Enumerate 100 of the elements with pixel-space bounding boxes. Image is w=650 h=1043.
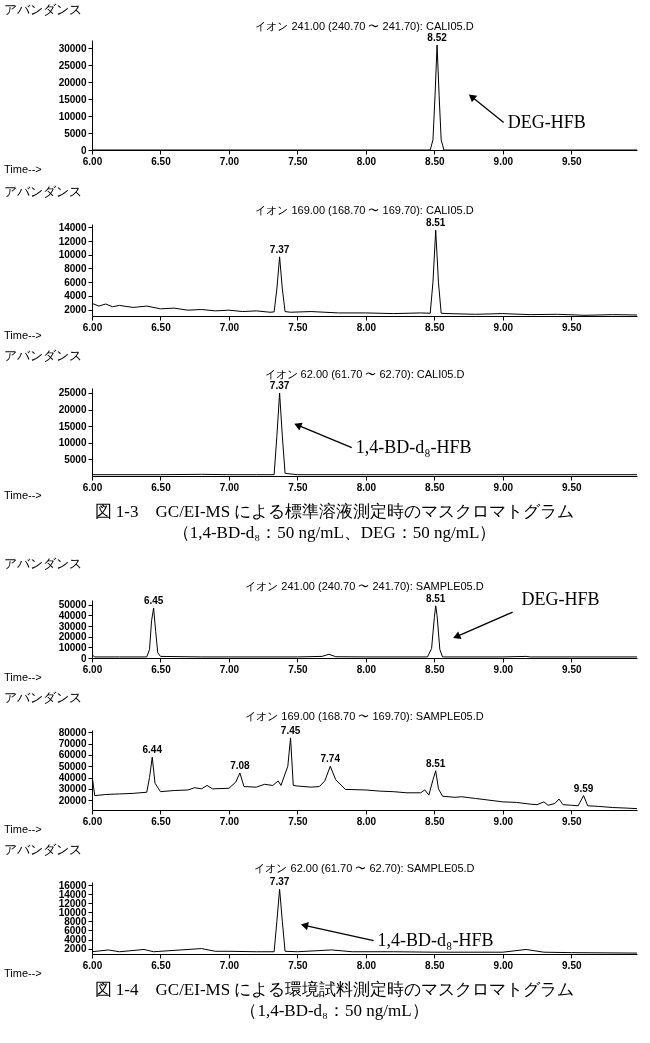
chart-title: イオン 169.00 (168.70 〜 169.70): CALI05.D — [255, 204, 474, 216]
text: （1,4-BD-d₈：50 ng/mL、DEG：50 ng/mL） — [172, 523, 497, 542]
y-tick-label: 40000 — [58, 772, 87, 784]
x-tick-label: 7.00 — [219, 155, 240, 167]
x-tick-label: 8.00 — [356, 959, 377, 971]
x-tick-label: 9.00 — [493, 155, 514, 167]
x-tick-label: 7.50 — [288, 663, 309, 675]
x-tick-label: 7.00 — [219, 815, 240, 827]
y-tick-label: 0 — [80, 652, 87, 664]
y-tick-label: 40000 — [58, 609, 87, 621]
annotation: 8.52 — [427, 32, 448, 44]
annotation: 7.45 — [280, 724, 301, 736]
y-tick-label: 80000 — [58, 726, 87, 738]
y-tick-label: 14000 — [58, 888, 87, 900]
x-tick-label: 7.50 — [288, 959, 309, 971]
y-tick-label: 6000 — [64, 276, 87, 288]
y-axis-title: アバンダンス — [4, 348, 82, 363]
y-tick-label: 15000 — [58, 93, 87, 105]
x-tick-label: 6.50 — [151, 959, 172, 971]
y-tick-label: 4000 — [64, 934, 87, 946]
chart-title: イオン 62.00 (61.70 〜 62.70): CALI05.D — [264, 368, 465, 380]
y-tick-label: 25000 — [58, 387, 87, 399]
x-tick-label: 6.50 — [151, 155, 172, 167]
x-tick-label: 7.00 — [219, 321, 240, 333]
y-axis-title: アバンダンス — [4, 556, 82, 571]
text: （1,4-BD-d₈：50 ng/mL） — [240, 1001, 429, 1020]
x-tick-label: 9.00 — [493, 481, 514, 493]
annotation: 1,4-BD-d₈-HFB — [377, 929, 494, 950]
x-tick-label: 8.50 — [425, 155, 445, 167]
x-tick-label: 6.50 — [151, 663, 172, 675]
x-tick-label: 6.00 — [82, 321, 103, 333]
y-tick-label: 14000 — [58, 221, 87, 233]
x-tick-label: 8.50 — [425, 481, 445, 493]
y-tick-label: 10000 — [58, 641, 87, 653]
y-tick-label: 2000 — [64, 304, 87, 315]
y-tick-label: 6000 — [64, 924, 87, 936]
y-axis-title: アバンダンス — [4, 2, 82, 17]
y-tick-label: 25000 — [58, 59, 87, 71]
x-tick-label: 9.50 — [562, 155, 582, 167]
y-tick-label: 15000 — [58, 420, 87, 432]
y-tick-label: 30000 — [58, 42, 87, 54]
x-tick-label: 8.50 — [425, 663, 445, 675]
y-tick-label: 10000 — [58, 249, 87, 261]
annotation: 8.51 — [425, 757, 446, 769]
x-tick-label: 8.00 — [356, 815, 377, 827]
x-axis-title: Time--> — [4, 823, 42, 835]
x-tick-label: 9.50 — [562, 959, 582, 971]
x-tick-label: 8.00 — [356, 321, 377, 333]
annotation: 9.59 — [573, 782, 594, 794]
x-tick-label: 9.00 — [493, 663, 514, 675]
x-tick-label: 8.50 — [425, 321, 445, 333]
y-tick-label: 60000 — [58, 749, 87, 761]
x-tick-label: 7.00 — [219, 481, 240, 493]
x-tick-label: 9.00 — [493, 815, 514, 827]
chart-title: イオン 241.00 (240.70 〜 241.70): CALI05.D — [255, 20, 474, 32]
x-tick-label: 8.50 — [425, 815, 445, 827]
y-tick-label: 12000 — [58, 235, 87, 247]
x-axis-title: Time--> — [4, 671, 42, 683]
x-tick-label: 9.00 — [493, 321, 514, 333]
x-tick-label: 8.00 — [356, 155, 377, 167]
x-tick-label: 8.00 — [356, 481, 377, 493]
annotation: 1,4-BD-d₈-HFB — [355, 436, 472, 457]
x-axis-title: Time--> — [4, 489, 42, 501]
y-tick-label: 0 — [80, 144, 87, 156]
y-tick-label: 30000 — [58, 620, 87, 632]
x-axis-title: Time--> — [4, 163, 42, 175]
annotation: 6.45 — [143, 594, 164, 606]
annotation: 7.37 — [269, 379, 290, 391]
y-axis-title: アバンダンス — [4, 184, 82, 199]
caption: 図 1-4 GC/EI-MS による環境試料測定時のマスクロマトグラム — [94, 980, 575, 999]
y-tick-label: 16000 — [58, 879, 87, 891]
y-tick-label: 8000 — [64, 262, 87, 274]
annotation: 7.37 — [269, 876, 290, 888]
x-tick-label: 7.50 — [288, 155, 309, 167]
x-tick-label: 9.50 — [562, 481, 582, 493]
y-tick-label: 10000 — [58, 906, 87, 918]
x-tick-label: 7.00 — [219, 959, 240, 971]
x-tick-label: 7.00 — [219, 663, 240, 675]
y-tick-label: 20000 — [58, 76, 87, 88]
x-tick-label: 6.00 — [82, 663, 103, 675]
x-tick-label: 8.00 — [356, 663, 377, 675]
chart-title: イオン 241.00 (240.70 〜 241.70): SAMPLE05.D — [245, 580, 484, 592]
x-tick-label: 9.50 — [562, 663, 582, 675]
y-tick-label: 4000 — [64, 290, 87, 302]
y-tick-label: 20000 — [58, 794, 87, 806]
x-tick-label: 8.50 — [425, 959, 445, 971]
annotation: 7.74 — [320, 753, 341, 765]
annotation: DEG-HFB — [507, 111, 586, 132]
annotation: 7.08 — [230, 760, 251, 771]
x-tick-label: 6.50 — [151, 815, 172, 827]
x-tick-label: 6.50 — [151, 481, 172, 493]
y-tick-label: 30000 — [58, 783, 87, 795]
y-tick-label: 2000 — [64, 943, 87, 955]
x-tick-label: 6.50 — [151, 321, 172, 333]
y-tick-label: 10000 — [58, 110, 87, 122]
y-tick-label: 50000 — [58, 760, 87, 772]
annotation: 8.51 — [425, 592, 446, 604]
x-tick-label: 6.00 — [82, 155, 103, 167]
y-tick-label: 5000 — [64, 127, 87, 139]
y-axis-title: アバンダンス — [4, 690, 82, 705]
